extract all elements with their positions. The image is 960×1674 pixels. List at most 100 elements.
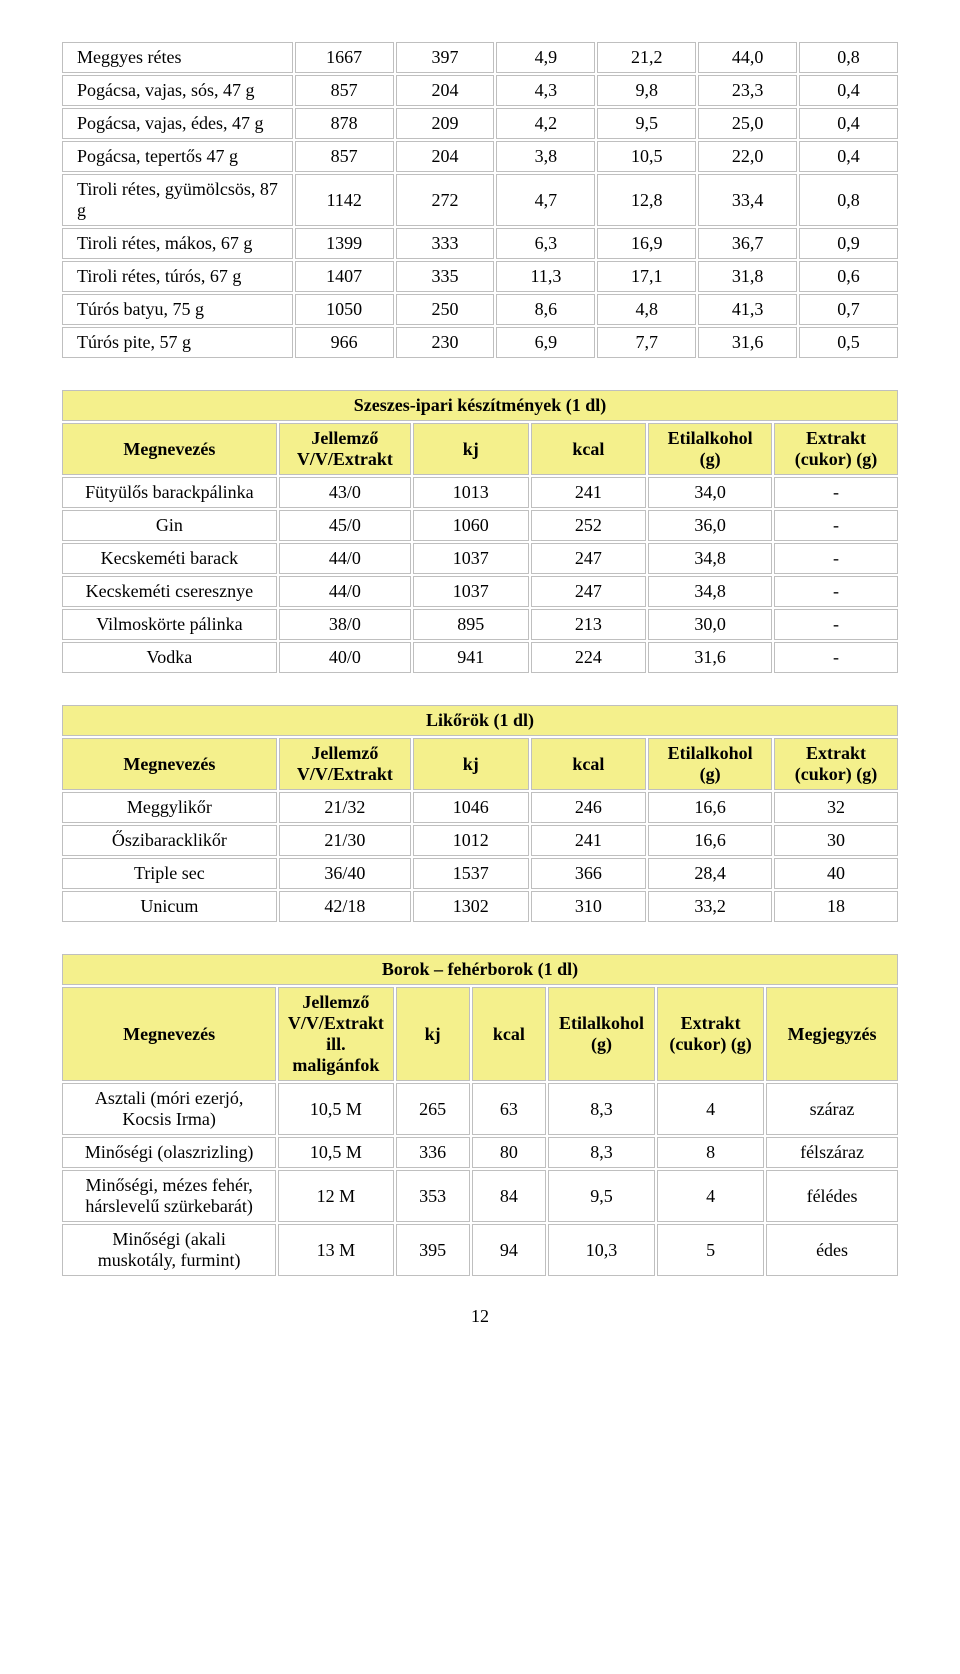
cell-value: 366 [531, 858, 647, 889]
cell-value: 18 [774, 891, 898, 922]
cell-value: 44/0 [279, 576, 411, 607]
cell-value: 23,3 [698, 75, 797, 106]
cell-value: 0,4 [799, 108, 898, 139]
cell-value: 1399 [295, 228, 394, 259]
table-liqueurs: Likőrök (1 dl) Megnevezés Jellemző V/V/E… [60, 703, 900, 924]
table-spirits: Szeszes-ipari készítmények (1 dl) Megnev… [60, 388, 900, 675]
cell-name: Túrós batyu, 75 g [62, 294, 293, 325]
col-extract: Extrakt (cukor) (g) [774, 738, 898, 790]
cell-value: 3,8 [496, 141, 595, 172]
cell-value: félédes [766, 1170, 898, 1222]
cell-value: 4,9 [496, 42, 595, 73]
cell-value: 1302 [413, 891, 529, 922]
cell-value: 857 [295, 75, 394, 106]
cell-value: száraz [766, 1083, 898, 1135]
cell-value: 1012 [413, 825, 529, 856]
cell-value: 84 [472, 1170, 546, 1222]
table-row: Unicum42/18130231033,218 [62, 891, 898, 922]
cell-value: 0,4 [799, 75, 898, 106]
cell-value: 213 [531, 609, 647, 640]
cell-value: 4,7 [496, 174, 595, 226]
cell-value: 31,6 [648, 642, 772, 673]
cell-value: 33,2 [648, 891, 772, 922]
cell-value: - [774, 510, 898, 541]
col-vv: Jellemző V/V/Extrakt [279, 738, 411, 790]
cell-value: 13 M [278, 1224, 393, 1276]
table-row: Meggylikőr21/32104624616,632 [62, 792, 898, 823]
cell-value: 1050 [295, 294, 394, 325]
table-title: Likőrök (1 dl) [62, 705, 898, 736]
cell-value: 9,5 [597, 108, 696, 139]
col-name: Megnevezés [62, 738, 277, 790]
table-row: Minőségi (akali muskotály, furmint)13 M3… [62, 1224, 898, 1276]
table-row: Őszibaracklikőr21/30101224116,630 [62, 825, 898, 856]
cell-name: Pogácsa, vajas, édes, 47 g [62, 108, 293, 139]
cell-value: 0,8 [799, 42, 898, 73]
cell-name: Túrós pite, 57 g [62, 327, 293, 358]
cell-value: 241 [531, 477, 647, 508]
col-extract: Extrakt (cukor) (g) [774, 423, 898, 475]
cell-value: 1407 [295, 261, 394, 292]
cell-value: 8,6 [496, 294, 595, 325]
cell-value: 0,6 [799, 261, 898, 292]
cell-value: 12,8 [597, 174, 696, 226]
cell-value: 34,8 [648, 543, 772, 574]
cell-value: 0,7 [799, 294, 898, 325]
cell-value: 16,9 [597, 228, 696, 259]
cell-value: 397 [396, 42, 495, 73]
cell-value: 7,7 [597, 327, 696, 358]
cell-value: édes [766, 1224, 898, 1276]
cell-value: 25,0 [698, 108, 797, 139]
cell-name: Pogácsa, tepertős 47 g [62, 141, 293, 172]
col-kj: kj [413, 738, 529, 790]
cell-name: Meggyes rétes [62, 42, 293, 73]
cell-name: Fütyülős barackpálinka [62, 477, 277, 508]
cell-value: 878 [295, 108, 394, 139]
cell-value: 21/32 [279, 792, 411, 823]
cell-value: 42/18 [279, 891, 411, 922]
col-vv: Jellemző V/V/Extrakt [279, 423, 411, 475]
cell-value: 1142 [295, 174, 394, 226]
cell-value: 8,3 [548, 1137, 655, 1168]
table-row: Fütyülős barackpálinka43/0101324134,0- [62, 477, 898, 508]
table-pastries: Meggyes rétes16673974,921,244,00,8Pogács… [60, 40, 900, 360]
cell-value: 4,2 [496, 108, 595, 139]
table-row: Tiroli rétes, mákos, 67 g13993336,316,93… [62, 228, 898, 259]
cell-value: - [774, 642, 898, 673]
cell-name: Tiroli rétes, túrós, 67 g [62, 261, 293, 292]
col-kcal: kcal [531, 423, 647, 475]
cell-value: 1037 [413, 543, 529, 574]
cell-value: 0,4 [799, 141, 898, 172]
cell-value: 32 [774, 792, 898, 823]
table-row: Túrós batyu, 75 g10502508,64,841,30,7 [62, 294, 898, 325]
cell-value: - [774, 477, 898, 508]
cell-name: Meggylikőr [62, 792, 277, 823]
cell-value: 22,0 [698, 141, 797, 172]
cell-value: 1013 [413, 477, 529, 508]
cell-value: 94 [472, 1224, 546, 1276]
cell-value: 6,3 [496, 228, 595, 259]
cell-name: Minőségi (olaszrizling) [62, 1137, 276, 1168]
table-row: Pogácsa, vajas, sós, 47 g8572044,39,823,… [62, 75, 898, 106]
cell-value: 40 [774, 858, 898, 889]
cell-value: 8 [657, 1137, 764, 1168]
cell-name: Vilmoskörte pálinka [62, 609, 277, 640]
cell-value: 12 M [278, 1170, 393, 1222]
cell-value: 44,0 [698, 42, 797, 73]
cell-value: 941 [413, 642, 529, 673]
table-row: Asztali (móri ezerjó, Kocsis Irma)10,5 M… [62, 1083, 898, 1135]
cell-value: 36,0 [648, 510, 772, 541]
col-name: Megnevezés [62, 423, 277, 475]
cell-value: 11,3 [496, 261, 595, 292]
table-title: Szeszes-ipari készítmények (1 dl) [62, 390, 898, 421]
table-row: Tiroli rétes, túrós, 67 g140733511,317,1… [62, 261, 898, 292]
cell-value: 10,5 M [278, 1083, 393, 1135]
cell-value: 17,1 [597, 261, 696, 292]
cell-value: 1037 [413, 576, 529, 607]
cell-value: 9,5 [548, 1170, 655, 1222]
cell-value: 966 [295, 327, 394, 358]
cell-name: Minőségi, mézes fehér, hárslevelű szürke… [62, 1170, 276, 1222]
cell-value: - [774, 576, 898, 607]
table-row: Triple sec36/40153736628,440 [62, 858, 898, 889]
col-note: Megjegyzés [766, 987, 898, 1081]
